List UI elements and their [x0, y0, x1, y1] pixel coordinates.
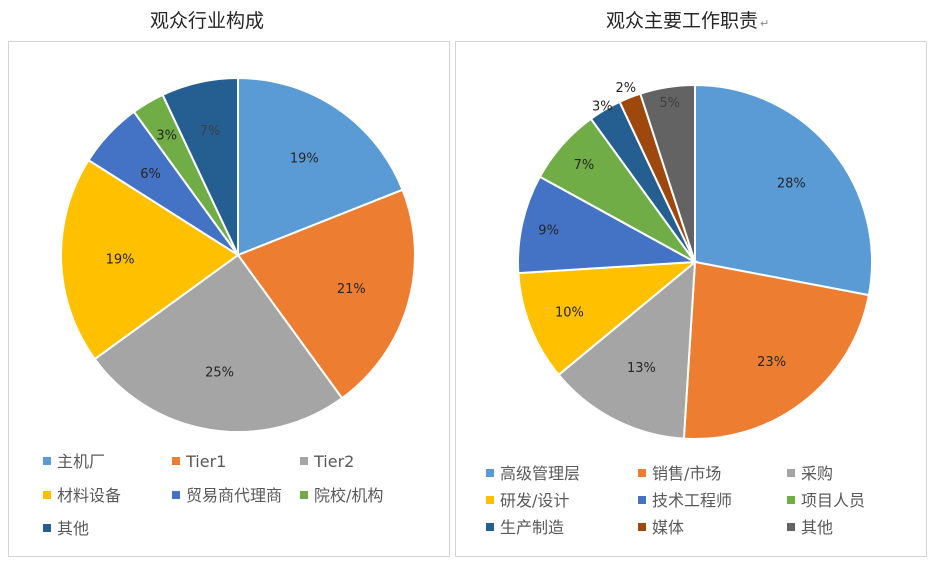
role-data-label-item-7: 3%: [592, 99, 613, 114]
role-legend-swatch: [638, 523, 646, 531]
role-data-label-item-8: 2%: [615, 81, 636, 96]
role-legend-label: 高级管理层: [500, 464, 581, 483]
role-data-label-item-9: 5%: [659, 96, 680, 111]
chart-panel-industry: 19% 21% 25% 19% 6% 3% 7% 主机厂 Tier1 Tier2 材料设备 贸易商代…: [8, 41, 450, 557]
industry-slice-tier2: [93, 253, 344, 433]
industry-slice-item-7: [161, 76, 239, 256]
role-legend-label: 媒体: [652, 518, 685, 537]
role-legend-item-item-3: 采购: [787, 464, 833, 484]
role-slice-item-2: [682, 260, 871, 440]
industry-legend-label: 贸易商代理商: [186, 486, 283, 505]
role-slice-item-3: [557, 259, 697, 440]
industry-data-label-item-4: 19%: [106, 253, 135, 268]
industry-legend-item-item-6: 院校/机构: [300, 486, 383, 506]
pie-chart-role: 28% 23% 13% 10% 9% 7% 3%2% 5%: [517, 81, 873, 440]
industry-legend-item-item-7: 其他: [43, 519, 89, 539]
role-data-label-item-1: 28%: [777, 176, 806, 191]
industry-legend-label: 材料设备: [57, 486, 122, 505]
role-data-label-item-5: 9%: [538, 223, 559, 238]
role-data-label-item-3: 13%: [627, 361, 656, 376]
industry-legend-item-item-4: 材料设备: [43, 486, 121, 506]
chart-panel-role: 28% 23% 13% 10% 9% 7% 3% 2% 5% 高级管理层 销售/市场 采购研发/设计…: [455, 41, 927, 557]
role-legend-label: 研发/设计: [500, 491, 570, 510]
role-legend-item-item-8: 媒体: [638, 518, 684, 538]
role-slice-item-9: [639, 83, 696, 263]
industry-legend-label: 院校/机构: [314, 486, 384, 505]
role-slice-item-1: [694, 83, 873, 297]
industry-data-label-item-6: 3%: [156, 128, 177, 143]
role-data-label-item-4: 10%: [555, 306, 584, 321]
role-slice-item-5: [517, 175, 699, 275]
industry-legend-label: 主机厂: [57, 452, 106, 471]
role-legend-swatch: [787, 496, 795, 504]
paragraph-mark: ↵: [760, 17, 770, 30]
chart-title-role: 观众主要工作职责 ↵: [606, 6, 769, 33]
role-legend-swatch: [638, 496, 646, 504]
industry-legend-swatch: [43, 524, 51, 532]
role-legend-item-item-5: 技术工程师: [638, 491, 732, 511]
industry-legend-swatch: [300, 491, 308, 499]
industry-legend-swatch: [43, 457, 51, 465]
role-legend-swatch: [787, 469, 795, 477]
chart-title-industry: 观众行业构成: [150, 10, 265, 32]
role-legend-item-item-2: 销售/市场: [638, 464, 721, 484]
role-legend-item-item-4: 研发/设计: [486, 491, 569, 511]
industry-legend-item-item-5: 贸易商代理商: [172, 486, 282, 506]
role-legend-label: 项目人员: [801, 491, 866, 510]
industry-legend-label: Tier2: [314, 452, 355, 471]
industry-legend-item-tier2: Tier2: [300, 452, 354, 472]
role-legend-swatch: [787, 523, 795, 531]
role-data-label-item-2: 23%: [757, 355, 786, 370]
role-legend-label: 销售/市场: [652, 464, 722, 483]
industry-legend-label: Tier1: [186, 452, 227, 471]
industry-data-label-item-7: 7%: [200, 124, 221, 139]
role-data-label-item-6: 7%: [574, 158, 595, 173]
role-legend-swatch: [486, 469, 494, 477]
industry-legend-swatch: [43, 491, 51, 499]
role-legend-item-item-7: 生产制造: [486, 518, 564, 538]
industry-legend-swatch: [172, 457, 180, 465]
role-slice-item-4: [517, 260, 699, 377]
role-legend-swatch: [486, 496, 494, 504]
industry-data-label-item-5: 6%: [140, 167, 161, 182]
chart-title-role-text: 观众主要工作职责: [606, 10, 759, 32]
role-legend-label: 采购: [801, 464, 834, 483]
pie-chart-industry: 19% 21% 25% 19% 6% 3% 7%: [60, 76, 416, 433]
role-legend-label: 其他: [801, 518, 834, 537]
legend-industry: 主机厂 Tier1 Tier2 材料设备 贸易商代理商 院校/机构其他: [9, 42, 449, 556]
role-legend-item-item-6: 项目人员: [787, 491, 865, 511]
role-legend-item-item-1: 高级管理层: [486, 464, 580, 484]
industry-slice-item-1: [237, 76, 404, 257]
industry-legend-item-tier1: Tier1: [172, 452, 226, 472]
role-legend-swatch: [638, 469, 646, 477]
role-legend-swatch: [486, 523, 494, 531]
industry-data-label-tier2: 25%: [205, 366, 234, 381]
role-legend-item-item-9: 其他: [787, 518, 833, 538]
industry-legend-swatch: [172, 491, 180, 499]
industry-legend-swatch: [300, 457, 308, 465]
role-legend-label: 技术工程师: [652, 491, 733, 510]
industry-data-label-item-1: 19%: [290, 151, 319, 166]
industry-legend-item-item-1: 主机厂: [43, 452, 105, 472]
industry-slice-tier1: [236, 188, 416, 400]
legend-role: 高级管理层 销售/市场 采购研发/设计 技术工程师 项目人员生产制造 媒体 其他: [456, 42, 926, 556]
industry-legend-label: 其他: [57, 519, 90, 538]
industry-slice-item-4: [60, 158, 240, 361]
industry-data-label-tier1: 21%: [337, 282, 366, 297]
role-legend-label: 生产制造: [500, 518, 565, 537]
